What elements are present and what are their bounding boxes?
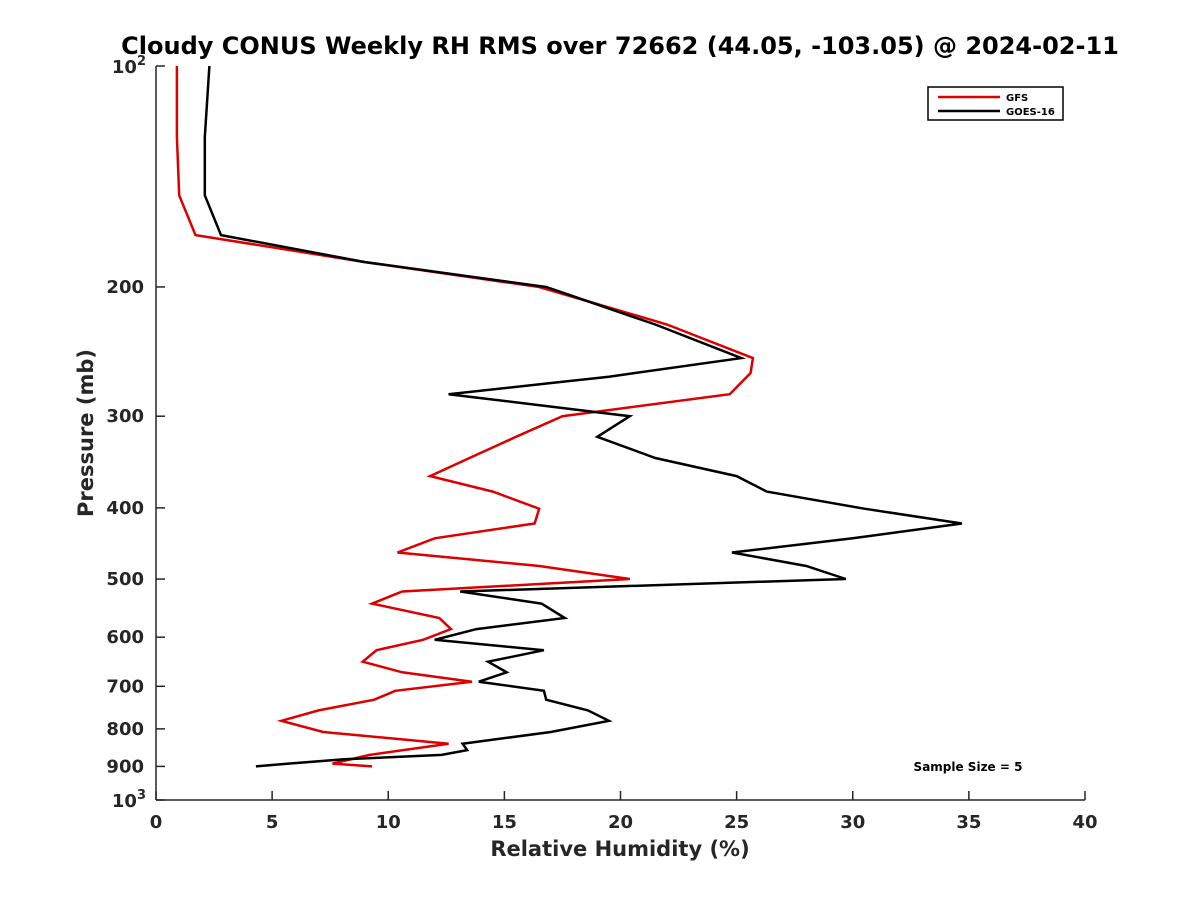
chart-title: Cloudy CONUS Weekly RH RMS over 72662 (4…	[121, 32, 1119, 60]
series-layer	[175, 65, 963, 768]
y-tick-label: 300	[106, 406, 144, 427]
y-tick-label: 700	[106, 676, 144, 697]
y-tick-label: 500	[106, 569, 144, 590]
axes-box	[156, 66, 1085, 800]
series-line-gfs	[175, 66, 755, 768]
y-axis-ticks: 200 300 400 500 600 700 800 900 102 103	[106, 54, 165, 812]
legend-label-gfs: GFS	[1006, 93, 1028, 104]
y-decade-label: 103	[112, 788, 146, 812]
x-tick-label: 5	[266, 812, 279, 833]
y-tick-label: 600	[106, 627, 144, 648]
x-axis-label: Relative Humidity (%)	[490, 837, 749, 861]
x-axis-ticks: 0 5 10 15 20 25 30 35 40	[150, 791, 1098, 833]
x-tick-label: 30	[840, 812, 865, 833]
y-axis-label: Pressure (mb)	[74, 349, 98, 517]
x-tick-label: 10	[376, 812, 401, 833]
x-tick-label: 0	[150, 812, 163, 833]
x-tick-label: 35	[956, 812, 981, 833]
plot-area: 0 5 10 15 20 25 30 35 40 200 300 400 500 600 700 800 90…	[106, 54, 1097, 833]
x-tick-label: 25	[724, 812, 749, 833]
sample-size-annotation: Sample Size = 5	[914, 760, 1023, 774]
legend-label-goes-16: GOES-16	[1006, 107, 1055, 118]
y-tick-label: 400	[106, 498, 144, 519]
legend: GFS GOES-16	[927, 86, 1064, 121]
y-tick-label: 900	[106, 756, 144, 777]
x-tick-label: 20	[608, 812, 633, 833]
x-tick-label: 40	[1072, 812, 1097, 833]
legend-box	[927, 86, 1064, 121]
y-tick-label: 800	[106, 719, 144, 740]
y-decade-label: 102	[112, 54, 146, 78]
series-line-goes-16	[203, 65, 963, 768]
x-tick-label: 15	[492, 812, 517, 833]
y-tick-label: 200	[106, 277, 144, 298]
